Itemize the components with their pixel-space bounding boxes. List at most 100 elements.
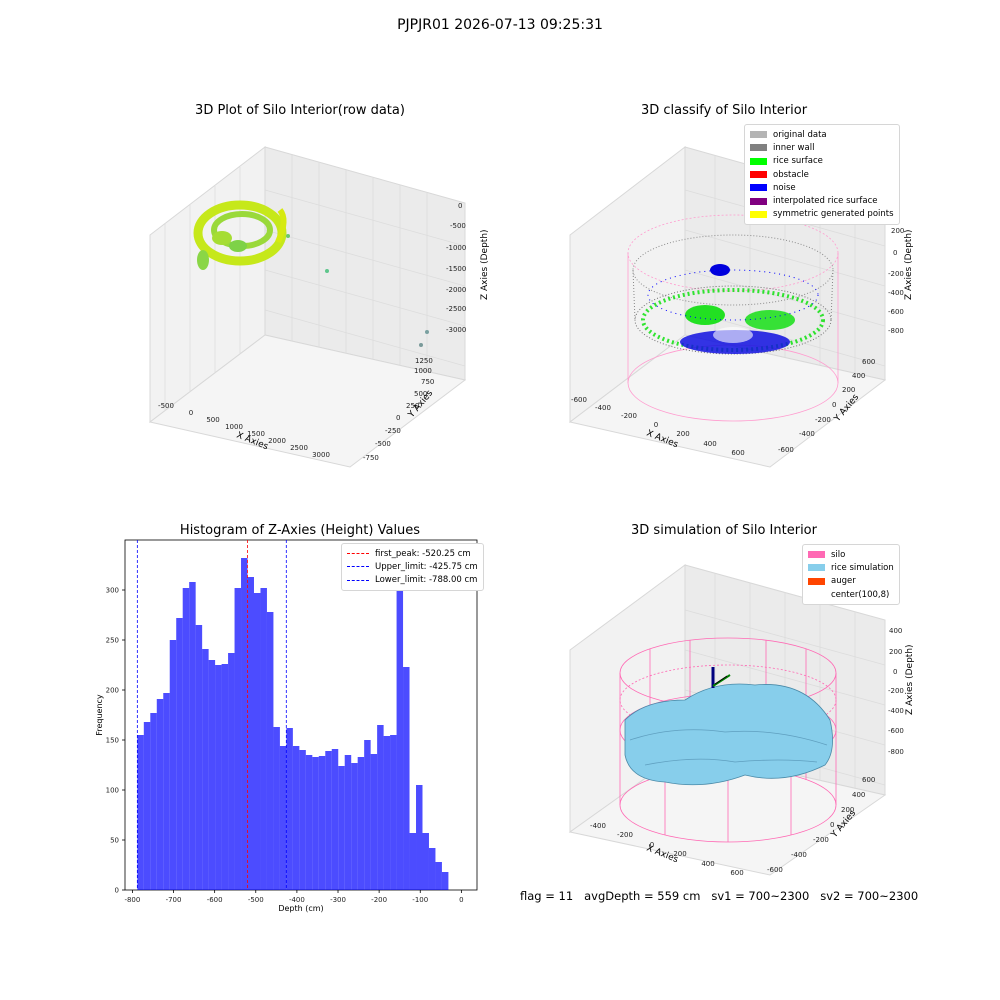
simulation-ztick: -200 [888,687,904,695]
histogram-xtick-label: -100 [412,896,428,904]
histogram-bar [247,577,254,890]
raw-ztick: 0 [458,202,462,210]
histogram-bar [189,582,196,890]
histogram-bar [305,755,313,890]
legend-label: inner wall [773,142,815,153]
histogram-bar [215,665,222,890]
histogram-bar [377,725,384,890]
histogram-title: Histogram of Z-Axies (Height) Values [179,523,421,538]
legend-swatch [808,551,825,559]
simulation-xtick: 0 [650,841,654,849]
histogram-chart: -800 -700 -600 -500 -400 -300 -200 -100 0 0 50 100… [95,539,478,913]
legend-label: center(100,8) [831,589,890,600]
raw-ytick: -250 [385,427,401,435]
classify-xtick: 0 [654,421,658,429]
classify-ztick: -400 [888,289,904,297]
legend-swatch [750,210,767,218]
histogram-xtick-label: -200 [371,896,387,904]
classify-ztick: -600 [888,308,904,316]
classify-ytick: -200 [815,416,831,424]
classify-legend: original data inner wall rice surface ob… [744,124,900,226]
histogram-bar [169,640,177,890]
classify-axis-ticks: -600 -400 -200 0 200 400 600 -600 -400 -… [571,227,904,457]
legend-label: first_peak: -520.25 cm [375,548,471,559]
legend-item: first_peak: -520.25 cm [347,547,478,560]
histogram-bar [137,735,144,890]
raw-ztick: -3000 [446,326,466,334]
raw-ztick: -2000 [446,286,466,294]
classify-plot-title: 3D classify of Silo Interior [640,103,808,118]
classify-point-cloud [627,214,839,422]
histogram-bar [182,588,190,890]
raw-ztick: -1500 [446,265,466,273]
raw-ytick: 750 [421,378,434,386]
histogram-bar [357,757,365,890]
legend-item: original data [750,128,894,141]
histogram-bar [202,649,209,890]
raw-plot-title: 3D Plot of Silo Interior(row data) [195,103,405,118]
histogram-bar [299,750,306,890]
histogram-bar [176,618,183,890]
legend-line [347,566,369,568]
histogram-bar [266,612,274,890]
legend-item: obstacle [750,168,894,181]
legend-label: obstacle [773,169,809,180]
histogram-bar [260,588,267,890]
legend-swatch [750,131,767,139]
classify-ytick: -600 [778,446,794,454]
histogram-bar [241,558,248,890]
simulation-ytick: -200 [813,836,829,844]
histogram-xtick-label: -800 [124,896,140,904]
classify-ztick: 200 [891,227,904,235]
classify-xtick: 600 [731,449,744,457]
raw-xtick: 500 [206,416,219,424]
histogram-bar [338,766,345,890]
histogram-bar [390,735,397,890]
simulation-legend: silo rice simulation auger center(100,8) [802,544,900,606]
histogram-bar [428,848,436,890]
histogram-bar [163,693,170,890]
simulation-zlabel: Z Axies (Depth) [905,644,915,715]
simulation-ytick: 200 [841,806,854,814]
legend-label: symmetric generated points [773,209,894,220]
legend-item: rice simulation [808,561,894,574]
histogram-xtick-label: -500 [248,896,264,904]
simulation-axis-ticks: -400 -200 0 200 400 600 -600 -400 -200 0… [590,627,904,877]
legend-item: Upper_limit: -425.75 cm [347,560,478,573]
histogram-bar [396,580,404,890]
legend-item: Lower_limit: -788.00 cm [347,574,478,587]
histogram-bar [435,862,442,890]
simulation-3d-panes [568,564,887,876]
classify-xtick: -200 [621,412,637,420]
legend-item: noise [750,181,894,194]
raw-xtick: 1000 [225,423,243,431]
legend-swatch [808,577,825,585]
raw-ytick: 1000 [414,367,432,375]
histogram-xtick-label: -300 [330,896,346,904]
classify-ytick: 200 [842,386,855,394]
histogram-bar [422,833,429,890]
legend-label: auger [831,576,856,587]
legend-item: center(100,8) [808,588,894,601]
histogram-vlines [136,540,287,890]
histogram-xlabel: Depth (cm) [278,904,323,913]
legend-label: interpolated rice surface [773,196,878,207]
histogram-ytick-label: 100 [106,787,119,795]
legend-label: Lower_limit: -788.00 cm [375,575,478,586]
raw-3d-plot: -500 0 500 1000 1500 2000 2500 3000 -750… [148,145,490,468]
raw-ztick: -500 [450,222,466,230]
histogram-ytick-label: 200 [106,687,119,695]
classify-ytick: -400 [799,430,815,438]
raw-ytick: 1250 [415,357,433,365]
histogram-xtick-label: -700 [166,896,182,904]
histogram-bar [351,763,358,890]
raw-ztick: -2500 [446,305,466,313]
classify-zlabel: Z Axies (Depth) [904,229,914,300]
classify-ytick: 600 [862,358,875,366]
raw-point-cloud [193,200,429,347]
histogram-bar [344,755,352,890]
simulation-xtick: -200 [617,831,633,839]
legend-label: Upper_limit: -425.75 cm [375,561,478,572]
raw-ytick: 0 [396,414,400,422]
histogram-xtick-label: 0 [459,896,463,904]
